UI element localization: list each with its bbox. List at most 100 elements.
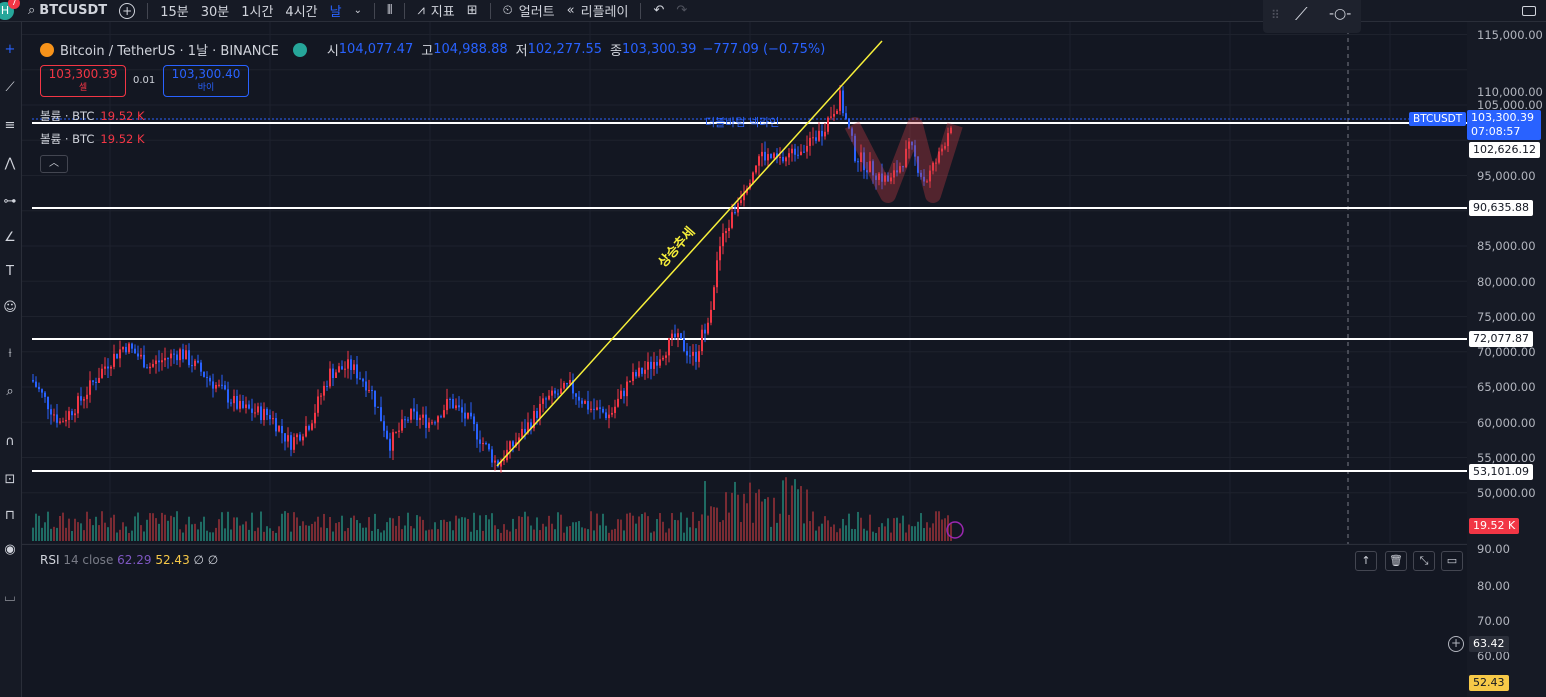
candle-body xyxy=(146,367,148,369)
eye-icon[interactable]: ◉ xyxy=(4,541,16,557)
maximize-pane-button[interactable]: ⤡ xyxy=(1413,551,1435,571)
volume-bar xyxy=(926,522,928,541)
brush-icon[interactable]: ∠ xyxy=(4,229,16,245)
indicators-button[interactable]: ⩘ 지표 xyxy=(411,0,460,22)
text-icon[interactable]: T xyxy=(6,263,14,279)
magnet-icon[interactable]: ∩ xyxy=(5,433,15,449)
trendline-tool-icon[interactable]: ⟋ xyxy=(1295,4,1308,25)
zoom-icon[interactable]: ⌕ xyxy=(6,383,14,399)
interval-30m[interactable]: 30분 xyxy=(200,5,230,20)
volume-bar xyxy=(554,529,556,541)
volume-bar xyxy=(824,516,826,541)
volume-bar xyxy=(902,515,904,541)
volume-bar xyxy=(461,517,463,541)
candle-body xyxy=(716,260,718,288)
forecast-icon[interactable]: ⊶ xyxy=(3,193,17,209)
interval-1h[interactable]: 1시간 xyxy=(241,5,274,20)
candle-body xyxy=(98,377,100,383)
volume-bar xyxy=(869,514,871,541)
volume-bar xyxy=(941,519,943,541)
symbol-search-button[interactable]: ⌕ BTCUSDT xyxy=(22,0,113,22)
volume-bar xyxy=(710,506,712,541)
emoji-icon[interactable]: ☺ xyxy=(3,299,17,315)
volume-bar xyxy=(488,519,490,541)
lock-drawing-icon[interactable]: ⊡ xyxy=(4,471,16,487)
volume-bar xyxy=(809,521,811,541)
undo-button[interactable]: ↶ xyxy=(647,0,670,22)
candle-body xyxy=(803,151,805,153)
rsi-params: 14 close xyxy=(63,553,114,567)
pattern-icon[interactable]: ⋀ xyxy=(4,155,16,171)
candle-body xyxy=(719,246,721,261)
buy-button[interactable]: 103,300.40 바이 xyxy=(163,65,249,97)
sell-button[interactable]: 103,300.39 셀 xyxy=(40,65,126,97)
candle-body xyxy=(935,162,937,164)
volume-bar xyxy=(617,519,619,541)
candle-body xyxy=(689,355,691,357)
volume-bar xyxy=(485,515,487,541)
interval-4h[interactable]: 4시간 xyxy=(285,5,318,20)
add-plus-icon[interactable]: + xyxy=(1448,636,1464,652)
lock-icon[interactable]: ⊓ xyxy=(4,507,16,523)
volume-legend-1[interactable]: 볼륨 · BTC 19.52 K xyxy=(40,108,145,124)
candle-body xyxy=(323,385,325,396)
candle-body xyxy=(407,419,409,421)
price-axis[interactable]: 115,000.00 110,000.00 105,000.00 95,000.… xyxy=(1467,22,1546,697)
fib-icon[interactable]: ≡ xyxy=(4,117,16,133)
main-chart-pane[interactable] xyxy=(22,22,1467,543)
replay-button[interactable]: « 리플레이 xyxy=(561,0,635,22)
volume-bar xyxy=(779,513,781,541)
trash-icon[interactable]: ⌴ xyxy=(4,589,16,605)
interval-15m[interactable]: 15분 xyxy=(160,5,189,20)
undo-icon: ↶ xyxy=(653,3,665,18)
trendline-icon[interactable]: ⟋ xyxy=(5,79,15,95)
candle-body xyxy=(872,161,874,176)
volume-bar xyxy=(254,531,256,541)
candle-body xyxy=(371,389,373,391)
candle-body xyxy=(752,172,754,183)
volume-bar xyxy=(323,513,325,541)
ruler-icon[interactable]: ⟊ xyxy=(8,345,12,361)
candle-countdown: 07:08:57 xyxy=(1471,125,1521,138)
fullscreen-button[interactable] xyxy=(1516,0,1542,22)
alert-button[interactable]: ⏲ 얼러트 xyxy=(497,0,561,22)
user-avatar[interactable]: H 7 xyxy=(0,0,20,20)
candle-body xyxy=(314,412,316,424)
candle-body xyxy=(947,133,949,147)
legend-title[interactable]: Bitcoin / TetherUS · 1날 · BINANCE xyxy=(60,44,279,59)
volume-bar xyxy=(110,517,112,541)
layouts-button[interactable]: ⊞ xyxy=(461,0,484,22)
rsi-pane[interactable] xyxy=(22,544,1467,697)
candle-body xyxy=(281,426,283,434)
candle-body xyxy=(623,390,625,397)
volume-bar xyxy=(170,515,172,541)
volume-bar xyxy=(497,529,499,541)
redo-button[interactable]: ↷ xyxy=(670,0,693,22)
candle-body xyxy=(368,389,370,391)
volume-legend-2[interactable]: 볼륨 · BTC 19.52 K xyxy=(40,131,145,147)
interval-dropdown[interactable]: ⌄ xyxy=(348,0,368,22)
volume-bar xyxy=(74,518,76,541)
candle-body xyxy=(503,460,505,462)
horizontal-line-tool-icon[interactable]: -○- xyxy=(1329,6,1352,22)
collapse-legend-button[interactable]: ︿ xyxy=(40,155,68,173)
pane-settings-button[interactable]: ▭ xyxy=(1441,551,1463,571)
drag-handle-icon[interactable]: ⠿ xyxy=(1271,8,1280,22)
candle-body xyxy=(656,361,658,366)
volume-bar xyxy=(713,507,715,541)
price-tick: 80,000.00 xyxy=(1477,275,1536,289)
candle-body xyxy=(254,412,256,414)
volume-bar xyxy=(107,527,109,541)
compare-symbol-button[interactable]: + xyxy=(113,0,141,22)
volume-bar xyxy=(698,520,700,541)
crosshair-icon[interactable]: + xyxy=(4,41,16,57)
volume-bar xyxy=(263,531,265,541)
chart-type-button[interactable]: ⫴ xyxy=(381,0,398,22)
volume-bar xyxy=(557,512,559,541)
delete-pane-button[interactable]: 🗑 xyxy=(1385,551,1407,571)
rsi-legend[interactable]: RSI 14 close 62.29 52.43 ∅ ∅ xyxy=(40,553,218,567)
volume-bar xyxy=(164,514,166,541)
move-pane-up-button[interactable]: ↑ xyxy=(1355,551,1377,571)
interval-1d[interactable]: 날 xyxy=(329,5,342,20)
candle-body xyxy=(482,443,484,445)
